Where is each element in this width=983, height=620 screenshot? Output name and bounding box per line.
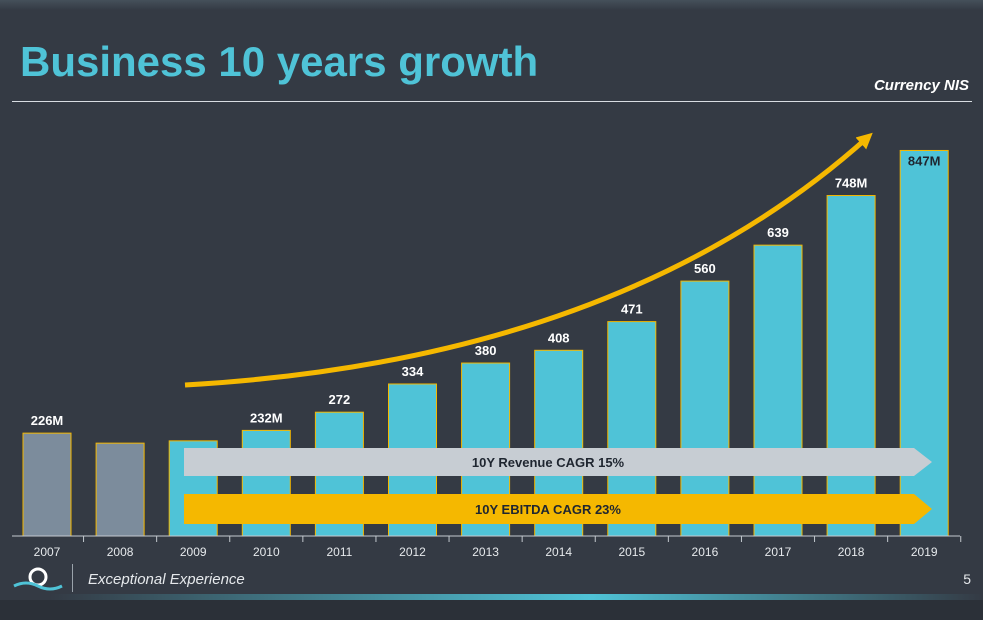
footer-divider bbox=[72, 564, 73, 592]
ebitda-cagr-arrow-shape bbox=[184, 494, 932, 524]
currency-note: Currency NIS bbox=[873, 77, 969, 94]
data-label: 408 bbox=[548, 330, 570, 345]
ebitda-cagr-arrow: 10Y EBITDA CAGR 23% bbox=[184, 494, 932, 524]
data-label: 232M bbox=[250, 410, 283, 425]
x-tick-label: 2008 bbox=[107, 545, 134, 559]
x-tick-label: 2012 bbox=[399, 545, 426, 559]
bottom-accent-strip bbox=[0, 594, 983, 600]
data-label: 272 bbox=[329, 392, 351, 407]
top-border bbox=[0, 0, 983, 10]
ebitda-cagr-arrow-label: 10Y EBITDA CAGR 23% bbox=[475, 502, 621, 517]
bar-2007 bbox=[22, 432, 72, 537]
x-tick-label: 2009 bbox=[180, 545, 207, 559]
revenue-cagr-arrow-shape bbox=[184, 448, 932, 476]
x-tick-label: 2007 bbox=[34, 545, 61, 559]
data-label: 847M bbox=[908, 153, 941, 168]
data-label: 471 bbox=[621, 302, 643, 317]
x-tick-label: 2010 bbox=[253, 545, 280, 559]
revenue-cagr-arrow-label: 10Y Revenue CAGR 15% bbox=[472, 455, 625, 470]
x-tick-label: 2015 bbox=[618, 545, 645, 559]
bar-2016 bbox=[680, 280, 730, 537]
x-tick-label: 2013 bbox=[472, 545, 499, 559]
page-number: 5 bbox=[963, 571, 971, 587]
data-label: 748M bbox=[835, 176, 868, 191]
footer-tagline: Exceptional Experience bbox=[88, 571, 245, 588]
x-tick-label: 2011 bbox=[326, 545, 352, 559]
x-tick-label: 2016 bbox=[692, 545, 719, 559]
slide-title: Business 10 years growth bbox=[20, 38, 539, 85]
bar-2019 bbox=[899, 149, 949, 537]
data-label: 380 bbox=[475, 343, 497, 358]
logo-icon bbox=[13, 567, 63, 591]
data-label: 560 bbox=[694, 261, 716, 276]
growth-trend-arrow bbox=[184, 132, 873, 388]
x-tick-label: 2017 bbox=[765, 545, 792, 559]
data-label: 334 bbox=[402, 364, 424, 379]
data-label: 639 bbox=[767, 225, 789, 240]
bottom-border bbox=[0, 600, 983, 620]
data-label: 226M bbox=[31, 413, 64, 428]
revenue-cagr-arrow: 10Y Revenue CAGR 15% bbox=[184, 448, 932, 476]
x-tick-label: 2014 bbox=[545, 545, 572, 559]
x-tick-label: 2019 bbox=[911, 545, 938, 559]
bar-2017 bbox=[753, 244, 803, 537]
bar-2018 bbox=[826, 195, 876, 537]
bar-2008 bbox=[95, 442, 145, 537]
x-tick-label: 2018 bbox=[838, 545, 865, 559]
title-divider bbox=[12, 101, 972, 102]
